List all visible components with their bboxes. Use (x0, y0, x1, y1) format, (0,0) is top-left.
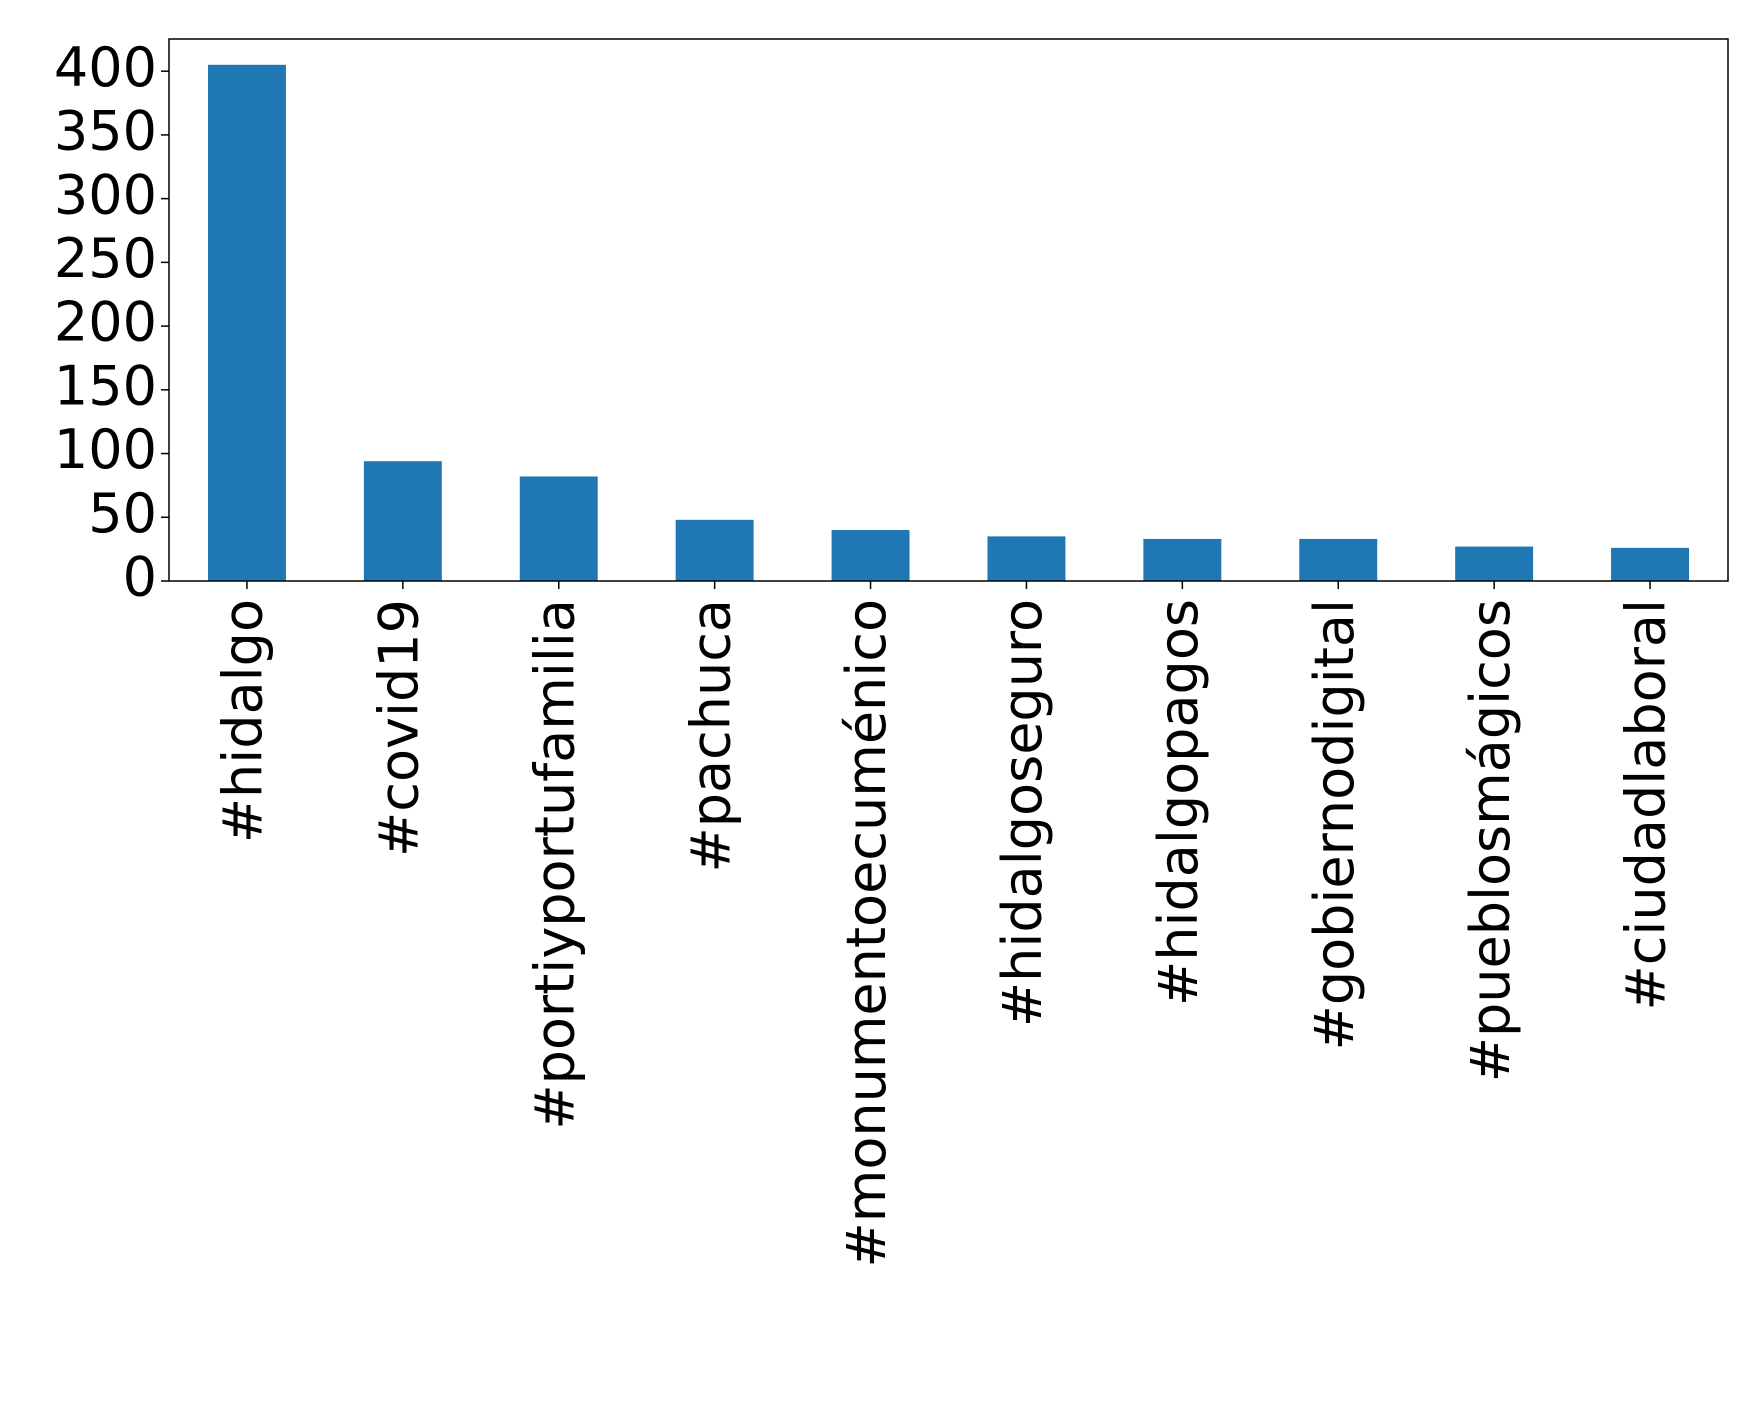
y-tick-label: 50 (88, 482, 157, 545)
x-tick-label: #pueblosmágicos (1459, 599, 1522, 1082)
x-tick-label: #portiyportufamilia (523, 599, 586, 1130)
y-tick-label: 250 (54, 227, 157, 290)
y-tick-label: 400 (54, 36, 157, 99)
x-tick-label: #covid19 (367, 599, 430, 857)
y-tick-label: 350 (54, 100, 157, 163)
bar (207, 64, 286, 582)
bar (519, 476, 598, 581)
x-tick-label: #monumentoecuménico (835, 599, 898, 1268)
y-tick-label: 200 (54, 291, 157, 354)
bar (987, 536, 1066, 581)
bar (831, 530, 910, 581)
y-tick-label: 300 (54, 163, 157, 226)
bar (1611, 547, 1690, 581)
bar (675, 519, 754, 581)
x-tick-label: #gobiernodigital (1303, 599, 1366, 1050)
y-tick-label: 150 (54, 354, 157, 417)
plot-frame (168, 38, 1729, 582)
bar (1299, 538, 1378, 581)
x-tick-label: #hidalgoseguro (991, 599, 1054, 1027)
x-tick-label: #pachuca (679, 599, 742, 873)
bar (1455, 546, 1534, 581)
y-tick-label: 100 (54, 418, 157, 481)
x-tick-label: #hidalgo (212, 599, 275, 843)
bar (363, 461, 442, 581)
bar (1143, 538, 1222, 581)
x-tick-label: #hidalgopagos (1147, 599, 1210, 1006)
y-tick-label: 0 (123, 546, 157, 609)
x-tick-label: #ciudadlaboral (1615, 599, 1678, 1011)
